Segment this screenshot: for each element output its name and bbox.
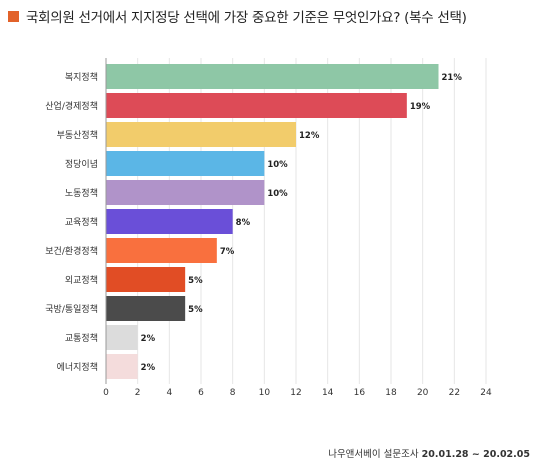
bar	[106, 180, 265, 205]
category-label: 정당이념	[65, 159, 98, 170]
bar	[106, 267, 186, 292]
value-label: 5%	[188, 305, 203, 315]
x-tick-label: 6	[198, 388, 204, 398]
bar	[106, 325, 138, 350]
chart-title-row: 국회의원 선거에서 지지정당 선택에 가장 중요한 기준은 무엇인가요? (복수…	[8, 6, 540, 26]
x-tick-label: 20	[417, 388, 429, 398]
category-label: 에너지정책	[57, 361, 98, 373]
value-label: 10%	[267, 189, 288, 199]
bar	[106, 93, 407, 118]
x-tick-label: 12	[290, 388, 301, 398]
category-label: 교육정책	[65, 216, 98, 228]
category-label: 산업/경제정책	[45, 100, 98, 112]
category-label: 외교정책	[65, 274, 98, 286]
x-tick-label: 16	[354, 388, 366, 398]
category-label: 복지정책	[65, 71, 98, 83]
x-tick-label: 2	[135, 388, 141, 398]
bar	[106, 354, 138, 379]
value-label: 5%	[188, 276, 203, 286]
footer-period: 20.01.28 ~ 20.02.05	[421, 449, 530, 460]
bar	[106, 209, 233, 234]
bars	[106, 64, 439, 379]
value-label: 21%	[442, 73, 463, 83]
bar	[106, 238, 217, 263]
category-label: 보건/환경정책	[45, 245, 98, 257]
x-tick-label: 14	[322, 388, 334, 398]
x-tick-label: 22	[449, 388, 460, 398]
value-label: 10%	[267, 160, 288, 170]
value-label: 2%	[141, 334, 156, 344]
value-label: 7%	[220, 247, 235, 257]
value-label: 12%	[299, 131, 320, 141]
value-label: 2%	[141, 363, 156, 373]
footer-source: 나우앤서베이 설문조사 20.01.28 ~ 20.02.05	[328, 446, 530, 460]
bar	[106, 151, 265, 176]
x-tick-label: 18	[385, 388, 397, 398]
value-label: 19%	[410, 102, 431, 112]
x-tick-label: 8	[230, 388, 236, 398]
category-label: 교통정책	[65, 332, 98, 344]
x-tick-label: 10	[259, 388, 271, 398]
chart-title: 국회의원 선거에서 지지정당 선택에 가장 중요한 기준은 무엇인가요? (복수…	[26, 10, 467, 26]
x-tick-label: 4	[166, 388, 172, 398]
footer-source-name: 나우앤서베이 설문조사	[328, 449, 419, 460]
x-tick-label: 24	[480, 388, 492, 398]
category-label: 국방/통일정책	[45, 303, 98, 315]
title-marker-icon	[8, 10, 19, 22]
category-label: 노동정책	[65, 187, 98, 199]
bar	[106, 296, 186, 321]
x-tick-label: 0	[103, 388, 109, 398]
category-label: 부동산정책	[57, 129, 98, 141]
bar	[106, 64, 439, 89]
bar	[106, 122, 296, 147]
value-label: 8%	[236, 218, 251, 228]
